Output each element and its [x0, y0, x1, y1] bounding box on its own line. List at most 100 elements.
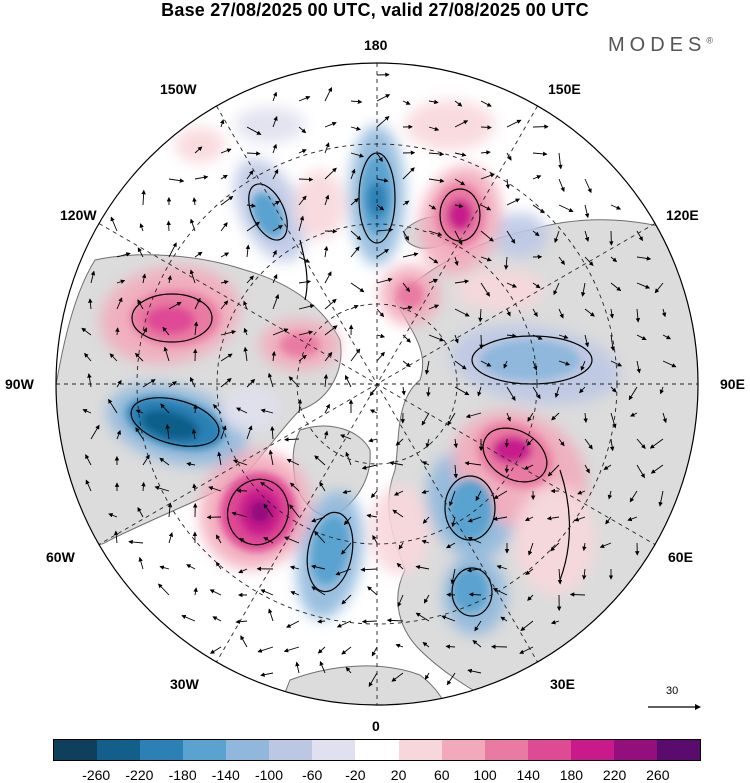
colorbar-swatch	[97, 740, 141, 760]
wind-arrow	[610, 282, 622, 292]
lon-label-0: 0	[372, 718, 380, 734]
wind-arrow	[629, 490, 638, 503]
wind-arrow	[506, 282, 517, 288]
wind-arrow	[506, 386, 516, 401]
wind-arrow	[324, 167, 337, 180]
wind-arrow	[446, 592, 456, 597]
wind-arrow	[88, 298, 93, 310]
wind-arrow	[428, 204, 437, 210]
wind-arrow	[159, 457, 170, 466]
colorbar-tick-label: 140	[516, 767, 540, 783]
wind-arrow	[480, 282, 490, 297]
wind-arrow	[370, 490, 378, 498]
lon-label-120w: 120W	[60, 207, 97, 223]
wind-arrow	[272, 274, 278, 284]
wind-arrow	[454, 308, 470, 317]
wind-arrow	[246, 126, 262, 135]
wind-arrow	[272, 200, 281, 206]
wind-arrow	[376, 248, 390, 258]
wind-arrow	[260, 589, 274, 596]
wind-arrow	[402, 167, 415, 180]
wind-arrow	[397, 594, 404, 608]
wind-arrow	[506, 230, 516, 244]
lon-label-30w: 30W	[170, 676, 199, 692]
wind-arrow	[108, 513, 118, 518]
wind-arrow	[350, 152, 365, 158]
wind-arrow	[475, 490, 482, 502]
wind-arrow	[582, 568, 587, 580]
lon-label-90w: 90W	[5, 376, 34, 392]
wind-arrow	[630, 412, 638, 417]
wind-arrow	[297, 399, 303, 414]
wind-arrow	[422, 461, 430, 466]
wind-arrow	[298, 195, 307, 206]
colorbar-swatch	[527, 740, 571, 760]
wind-arrow	[134, 352, 144, 362]
wind-arrow	[466, 567, 482, 573]
wind-arrow	[220, 353, 233, 362]
wind-arrow	[232, 459, 248, 466]
wind-arrow	[238, 568, 248, 574]
wind-arrow	[311, 516, 326, 523]
wind-arrow	[527, 412, 534, 422]
wind-arrow	[341, 594, 352, 605]
colorbar-tick-label: 100	[473, 767, 497, 783]
wind-arrow	[415, 565, 430, 570]
wind-arrow	[454, 386, 470, 396]
wind-arrow	[610, 256, 618, 263]
wind-arrow	[335, 568, 352, 576]
wind-arrow	[396, 562, 404, 570]
lon-label-60e: 60E	[668, 549, 693, 565]
wind-arrow	[246, 151, 261, 156]
wind-arrow	[243, 300, 248, 310]
wind-arrow	[350, 197, 359, 206]
wind-arrow	[454, 230, 463, 246]
vector-scale-label: 30	[666, 685, 679, 697]
wind-arrow	[402, 305, 413, 311]
wind-arrow	[110, 216, 118, 232]
wind-arrow	[260, 408, 274, 414]
wind-arrow	[350, 126, 361, 131]
wind-arrow	[286, 458, 300, 466]
wind-arrow	[636, 256, 652, 261]
wind-arrow	[506, 152, 512, 161]
wind-arrow	[654, 282, 664, 294]
wind-arrow	[272, 293, 280, 310]
wind-arrow	[584, 464, 590, 474]
wind-arrow	[257, 646, 274, 653]
wind-arrow	[500, 616, 508, 622]
wind-arrow	[628, 386, 638, 401]
colorbar-tick-label: -100	[254, 767, 284, 783]
wind-arrow	[584, 204, 590, 219]
wind-arrow	[323, 245, 329, 258]
wind-arrow	[361, 619, 378, 624]
wind-arrow	[167, 275, 172, 284]
wind-arrow	[478, 308, 483, 323]
wind-arrow	[609, 438, 615, 452]
wind-arrow	[584, 178, 592, 194]
wind-arrow	[661, 308, 667, 318]
wind-arrow	[272, 328, 289, 336]
wind-arrow	[298, 177, 314, 182]
wind-arrow	[465, 412, 482, 419]
wind-arrow	[428, 334, 445, 342]
wind-arrow	[186, 564, 196, 570]
wind-arrow	[208, 486, 222, 492]
wind-arrow	[190, 218, 196, 232]
wind-arrow	[194, 251, 203, 258]
wind-arrow	[480, 125, 492, 130]
wind-arrow	[558, 256, 565, 266]
wind-arrow	[194, 297, 201, 310]
wind-arrow	[163, 346, 170, 362]
wind-arrow	[350, 99, 363, 104]
colorbar-swatch	[656, 740, 700, 760]
wind-arrow	[503, 360, 508, 369]
wind-arrow	[341, 646, 352, 655]
wind-arrow	[580, 282, 586, 297]
wind-arrow	[87, 373, 92, 388]
wind-arrow	[239, 537, 248, 544]
lon-label-60w: 60W	[46, 549, 75, 565]
colorbar-tick-label: -60	[302, 767, 323, 783]
wind-arrow	[425, 672, 430, 680]
wind-arrow	[245, 244, 251, 258]
